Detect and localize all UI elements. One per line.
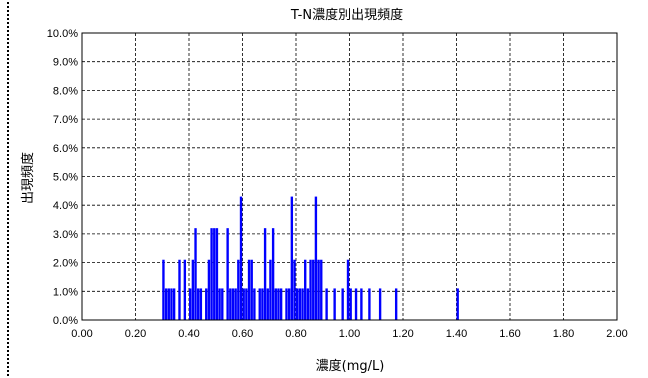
chart-title: T-N濃度別出現頻度 — [290, 7, 403, 23]
histogram-bar — [253, 288, 256, 320]
histogram-bar — [269, 259, 272, 320]
histogram-bar — [325, 288, 328, 320]
histogram-bar — [189, 288, 192, 320]
x-tick-label: 0.80 — [285, 328, 306, 340]
x-tick-label: 2.00 — [606, 328, 627, 340]
histogram-bar — [164, 288, 168, 320]
y-tick-label: 1.0% — [53, 286, 78, 298]
histogram-bar — [285, 288, 288, 320]
histogram-bar — [277, 288, 280, 320]
histogram-bar — [221, 288, 224, 320]
y-tick-label: 8.0% — [53, 85, 78, 97]
histogram-bar — [314, 196, 318, 320]
histogram-bar — [266, 288, 269, 320]
histogram-bar — [197, 288, 200, 320]
x-axis-label: 濃度(mg/L) — [316, 358, 385, 374]
histogram-bar — [172, 288, 176, 320]
histogram-bar — [210, 228, 213, 320]
histogram-bar — [346, 259, 350, 320]
y-tick-label: 10.0% — [47, 28, 78, 40]
histogram-bar — [178, 259, 181, 320]
x-tick-label: 1.20 — [392, 328, 413, 340]
histogram-bar — [261, 288, 264, 320]
x-tick-label: 0.40 — [178, 328, 199, 340]
x-tick-label: 1.00 — [339, 328, 360, 340]
histogram-bar — [205, 288, 208, 320]
histogram-bar — [242, 288, 245, 320]
histogram-bar — [234, 288, 237, 320]
histogram-bar — [247, 259, 251, 320]
histogram-bar — [263, 228, 267, 320]
gridlines — [82, 33, 617, 320]
histogram-bar — [456, 288, 459, 320]
histogram-bar — [207, 259, 211, 320]
plot-area-frame — [81, 32, 618, 321]
histogram-bar — [304, 259, 307, 320]
y-tick-label: 9.0% — [53, 57, 78, 69]
histogram-bar — [250, 259, 253, 320]
histogram-bar — [296, 288, 299, 320]
histogram-bar — [231, 288, 235, 320]
histogram-bar — [290, 196, 294, 320]
histogram-bar — [199, 288, 203, 320]
histogram-bar — [170, 288, 173, 320]
histogram-bar — [194, 228, 197, 320]
histogram-bar — [279, 288, 283, 320]
x-tick-labels: 0.00 0.20 0.40 0.60 0.80 1.00 1.20 1.40 1.60 1.80… — [71, 328, 627, 340]
y-tick-label: 5.0% — [53, 172, 78, 184]
y-tick-label: 4.0% — [53, 200, 78, 212]
x-tick-label: 1.80 — [553, 328, 574, 340]
histogram-bar — [293, 259, 296, 320]
x-tick-label: 0.20 — [125, 328, 146, 340]
histogram-bar — [218, 288, 221, 320]
histogram-bar — [354, 288, 358, 320]
histogram-bar — [237, 259, 240, 320]
histogram-bar — [378, 288, 382, 320]
y-tick-label: 3.0% — [53, 229, 78, 241]
histogram-bar — [271, 228, 275, 320]
histogram-bar — [213, 228, 216, 320]
y-tick-label: 6.0% — [53, 143, 78, 155]
bars — [162, 196, 459, 320]
histogram-bar — [229, 288, 232, 320]
histogram-bar — [312, 259, 315, 320]
histogram-bar — [333, 288, 336, 320]
histogram-bar — [162, 259, 165, 320]
y-tick-labels: 0.0% 1.0% 2.0% 3.0% 4.0% 5.0% 6.0% 7.0% 8.0% 9.0%… — [47, 28, 78, 327]
histogram-bar — [349, 288, 352, 320]
histogram-bar — [226, 228, 229, 320]
histogram-bar — [306, 288, 310, 320]
x-tick-label: 0.00 — [71, 328, 92, 340]
histogram-bar — [317, 259, 320, 320]
histogram-bar — [301, 288, 304, 320]
y-tick-label: 0.0% — [53, 315, 78, 327]
histogram-bar — [394, 288, 398, 320]
x-tick-label: 1.40 — [446, 328, 467, 340]
histogram-bar — [245, 288, 248, 320]
histogram-bar — [239, 196, 243, 320]
histogram-bar — [258, 288, 261, 320]
histogram-bar — [287, 288, 291, 320]
histogram-bar — [183, 259, 187, 320]
histogram-bar — [309, 259, 312, 320]
histogram-bar — [274, 288, 277, 320]
histogram-bar — [298, 288, 302, 320]
histogram-bar — [215, 228, 219, 320]
y-axis-label: 出現頻度 — [20, 152, 36, 204]
histogram-bar — [191, 259, 195, 320]
y-tick-label: 7.0% — [53, 114, 78, 126]
histogram-bar — [360, 288, 363, 320]
x-tick-label: 1.60 — [499, 328, 520, 340]
histogram-bar — [167, 288, 170, 320]
histogram-bar — [368, 288, 371, 320]
y-tick-label: 2.0% — [53, 258, 78, 270]
histogram-bar — [320, 259, 323, 320]
histogram-bar — [341, 288, 344, 320]
x-tick-label: 0.60 — [232, 328, 253, 340]
